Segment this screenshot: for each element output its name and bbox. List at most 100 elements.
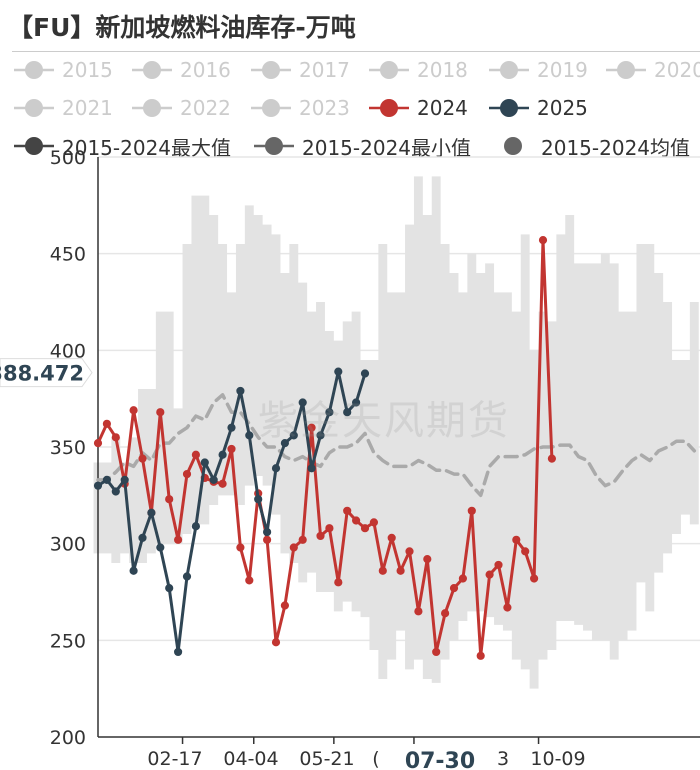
legend-item-2015[interactable]: 2015 [14, 57, 113, 83]
legend-marker-icon [14, 99, 54, 117]
data-point-2025 [111, 487, 120, 496]
legend-item-2025[interactable]: 2025 [489, 95, 588, 121]
legend-item-2020[interactable]: 2020 [606, 57, 700, 83]
data-point-2025 [245, 431, 254, 440]
data-point-2024 [521, 547, 530, 556]
series-line-2015-2024均值 [96, 393, 697, 498]
data-point-2025 [138, 533, 147, 542]
legend-item-2016[interactable]: 2016 [132, 57, 231, 83]
legend-marker-icon [489, 99, 529, 117]
legend-item-2018[interactable]: 2018 [369, 57, 468, 83]
legend-marker-icon [14, 61, 54, 79]
legend-item-2015-2024均值[interactable]: 2015-2024均值 [493, 133, 691, 160]
data-point-2025 [156, 543, 165, 552]
legend-item-2022[interactable]: 2022 [132, 95, 231, 121]
data-point-2025 [218, 450, 227, 459]
legend-item-2021[interactable]: 2021 [14, 95, 113, 121]
legend-label: 2023 [299, 96, 350, 120]
y-pointer-label-bg [0, 358, 93, 388]
data-point-2024 [547, 454, 557, 463]
legend-item-2023[interactable]: 2023 [251, 95, 350, 121]
data-point-2025 [280, 439, 289, 448]
legend-item-2015-2024最小值[interactable]: 2015-2024最小值 [254, 133, 471, 160]
data-point-2024 [236, 543, 245, 552]
data-point-2025 [352, 398, 361, 407]
legend-marker-icon [132, 99, 172, 117]
y-tick-label: 500 [50, 147, 86, 169]
data-point-2024 [271, 638, 281, 647]
data-point-2024 [334, 578, 343, 587]
y-tick-label: 400 [50, 340, 86, 362]
data-point-2024 [316, 531, 325, 541]
data-point-2024 [218, 479, 227, 488]
data-point-2025 [334, 367, 343, 376]
data-point-2024 [360, 524, 370, 533]
data-point-2025 [316, 431, 325, 440]
chart-legend: 2015 2016 2017 2018 2019 2020 2021 2022 2023 2024… [0, 0, 700, 160]
data-point-2024 [352, 516, 361, 525]
legend-label: 2017 [299, 58, 350, 82]
x-tick-label: 07-30 [405, 749, 475, 770]
legend-marker-icon [369, 61, 409, 79]
data-point-2024 [129, 406, 138, 415]
legend-label: 2020 [654, 58, 700, 82]
data-point-2024 [423, 555, 432, 564]
data-point-2025 [147, 508, 156, 517]
data-point-2024 [458, 574, 467, 583]
data-point-2025 [236, 386, 245, 396]
data-point-2024 [289, 543, 298, 552]
data-point-2024 [432, 647, 441, 657]
min-max-band [93, 176, 699, 689]
data-point-2024 [138, 454, 147, 463]
data-point-2024 [494, 560, 503, 570]
legend-label: 2015-2024均值 [541, 135, 691, 160]
y-tick-label: 250 [50, 630, 86, 652]
legend-marker-icon [489, 61, 529, 79]
legend-marker-icon [14, 137, 54, 155]
legend-item-2024[interactable]: 2024 [369, 95, 468, 121]
y-tick-label: 350 [50, 437, 86, 459]
data-point-2024 [280, 601, 289, 610]
data-point-2024 [102, 419, 112, 428]
data-point-2025 [200, 458, 209, 467]
data-point-2024 [485, 570, 494, 579]
data-point-2025 [129, 566, 138, 575]
data-point-2024 [156, 408, 165, 417]
y-tick-label: 300 [50, 534, 86, 556]
legend-item-2019[interactable]: 2019 [489, 57, 588, 83]
data-point-2025 [343, 408, 352, 417]
legend-marker-icon [504, 137, 522, 155]
data-point-2024 [182, 469, 192, 479]
data-point-2024 [165, 495, 174, 504]
legend-label: 2019 [537, 58, 588, 82]
data-point-2024 [414, 607, 423, 616]
legend-item-2015-2024最大值[interactable]: 2015-2024最大值 [14, 133, 231, 160]
legend-item-2017[interactable]: 2017 [251, 57, 350, 83]
data-point-2025 [325, 408, 334, 417]
data-point-2024 [369, 518, 378, 527]
data-point-2024 [449, 584, 459, 593]
data-point-2025 [307, 464, 316, 473]
x-tick-label-partial: 3 [497, 748, 509, 770]
series-line-2024 [96, 238, 554, 658]
data-point-2025 [120, 475, 129, 484]
legend-label: 2025 [537, 96, 588, 120]
y-pointer-label: 388.472 [0, 362, 84, 386]
data-point-2024 [405, 547, 414, 556]
y-tick-label: 450 [50, 244, 86, 266]
data-point-2025 [93, 481, 103, 490]
legend-label: 2021 [62, 96, 113, 120]
data-point-2025 [271, 464, 281, 473]
x-tick-label-partial: ( [372, 748, 379, 770]
data-point-2024 [191, 450, 200, 459]
data-point-2024 [111, 433, 120, 442]
legend-label: 2024 [417, 96, 468, 120]
data-point-2024 [263, 535, 272, 544]
data-point-2024 [325, 524, 334, 533]
data-point-2024 [441, 609, 450, 618]
data-point-2024 [307, 423, 316, 432]
data-point-2025 [254, 495, 263, 504]
data-point-2025 [360, 369, 370, 378]
data-point-2025 [209, 475, 218, 484]
